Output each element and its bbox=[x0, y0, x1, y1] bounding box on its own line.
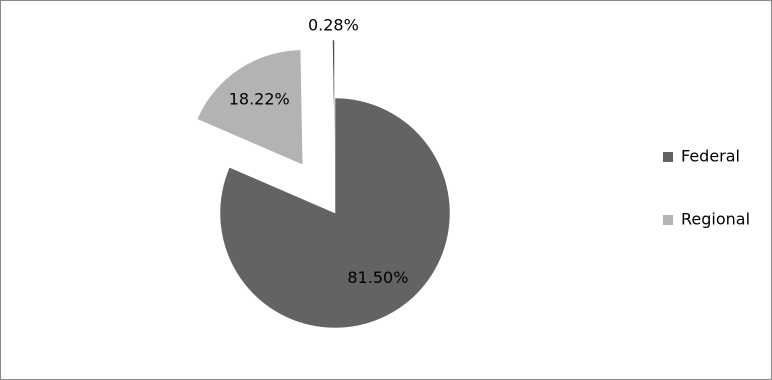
data-label: 18.22% bbox=[229, 89, 290, 108]
legend-swatch bbox=[663, 152, 673, 162]
legend-swatch bbox=[663, 215, 673, 225]
data-label: 81.50% bbox=[347, 268, 408, 287]
pie-slice bbox=[196, 49, 303, 166]
legend-label: Regional bbox=[681, 210, 750, 229]
legend-label: Federal bbox=[681, 147, 740, 166]
data-label: 0.28% bbox=[308, 16, 359, 35]
pie-slice bbox=[219, 97, 451, 329]
pie-slice bbox=[332, 39, 335, 156]
